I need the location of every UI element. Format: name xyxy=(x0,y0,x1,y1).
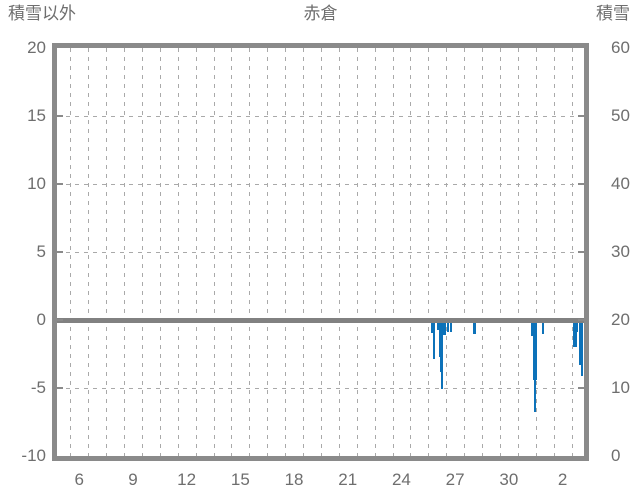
data-bar xyxy=(580,320,583,376)
right-axis-tick xyxy=(578,387,584,389)
x-axis-tick-label: 9 xyxy=(128,470,138,489)
right-axis-tick-label: 0 xyxy=(611,446,621,465)
right-axis-tick-label: 50 xyxy=(611,106,630,125)
left-axis-tick xyxy=(57,183,63,185)
left-axis-tick-label: 5 xyxy=(36,242,46,261)
data-bar xyxy=(432,320,436,359)
x-axis-tick-label: 18 xyxy=(284,470,304,489)
horizontal-gridline xyxy=(57,184,584,185)
chart-title: 赤倉 xyxy=(303,4,338,23)
left-axis-tick-label: -10 xyxy=(21,446,46,465)
horizontal-gridline xyxy=(57,388,584,389)
plot-area xyxy=(57,48,584,456)
left-axis-tick xyxy=(57,115,63,117)
x-axis-tick-label: 6 xyxy=(74,470,84,489)
left-axis-title: 積雪以外 xyxy=(8,4,76,23)
right-axis-tick xyxy=(578,251,584,253)
x-axis-tick-label: 21 xyxy=(338,470,358,489)
left-axis-tick-label: 10 xyxy=(27,174,46,193)
data-bar xyxy=(441,320,443,390)
right-axis-tick-label: 10 xyxy=(611,378,630,397)
right-axis-tick-label: 20 xyxy=(611,310,630,329)
x-axis-tick-label: 2 xyxy=(557,470,568,489)
data-bar xyxy=(447,320,450,333)
right-axis-tick xyxy=(578,183,584,185)
horizontal-gridline xyxy=(57,116,584,117)
data-bar xyxy=(573,320,577,347)
x-axis-tick-label: 27 xyxy=(445,470,465,489)
left-axis-tick xyxy=(57,251,63,253)
horizontal-gridline xyxy=(57,252,584,253)
left-axis-tick-label: -5 xyxy=(30,378,46,397)
x-axis-tick-label: 24 xyxy=(391,470,411,489)
data-bar xyxy=(473,320,476,334)
data-bar xyxy=(450,320,453,333)
zero-line xyxy=(57,317,584,323)
data-bar xyxy=(437,320,440,330)
right-axis-tick xyxy=(578,319,584,321)
left-axis-tick-label: 20 xyxy=(27,38,46,57)
data-bar xyxy=(442,320,446,335)
left-axis-tick-label: 15 xyxy=(27,106,46,125)
plot-frame xyxy=(52,43,589,461)
left-axis-tick-label: 0 xyxy=(36,310,46,329)
x-axis-tick-label: 15 xyxy=(230,470,250,489)
x-axis-tick-label: 12 xyxy=(177,470,197,489)
left-axis-tick xyxy=(57,319,63,321)
right-axis-tick-label: 30 xyxy=(611,242,630,261)
right-axis-tick-label: 60 xyxy=(611,38,630,57)
right-axis-title: 積雪 xyxy=(596,4,630,23)
data-bar xyxy=(541,320,545,334)
data-bar xyxy=(534,320,537,413)
x-axis-tick-label: 30 xyxy=(499,470,519,489)
left-axis-tick xyxy=(57,387,63,389)
right-axis-tick xyxy=(578,115,584,117)
right-axis-tick-label: 40 xyxy=(611,174,630,193)
